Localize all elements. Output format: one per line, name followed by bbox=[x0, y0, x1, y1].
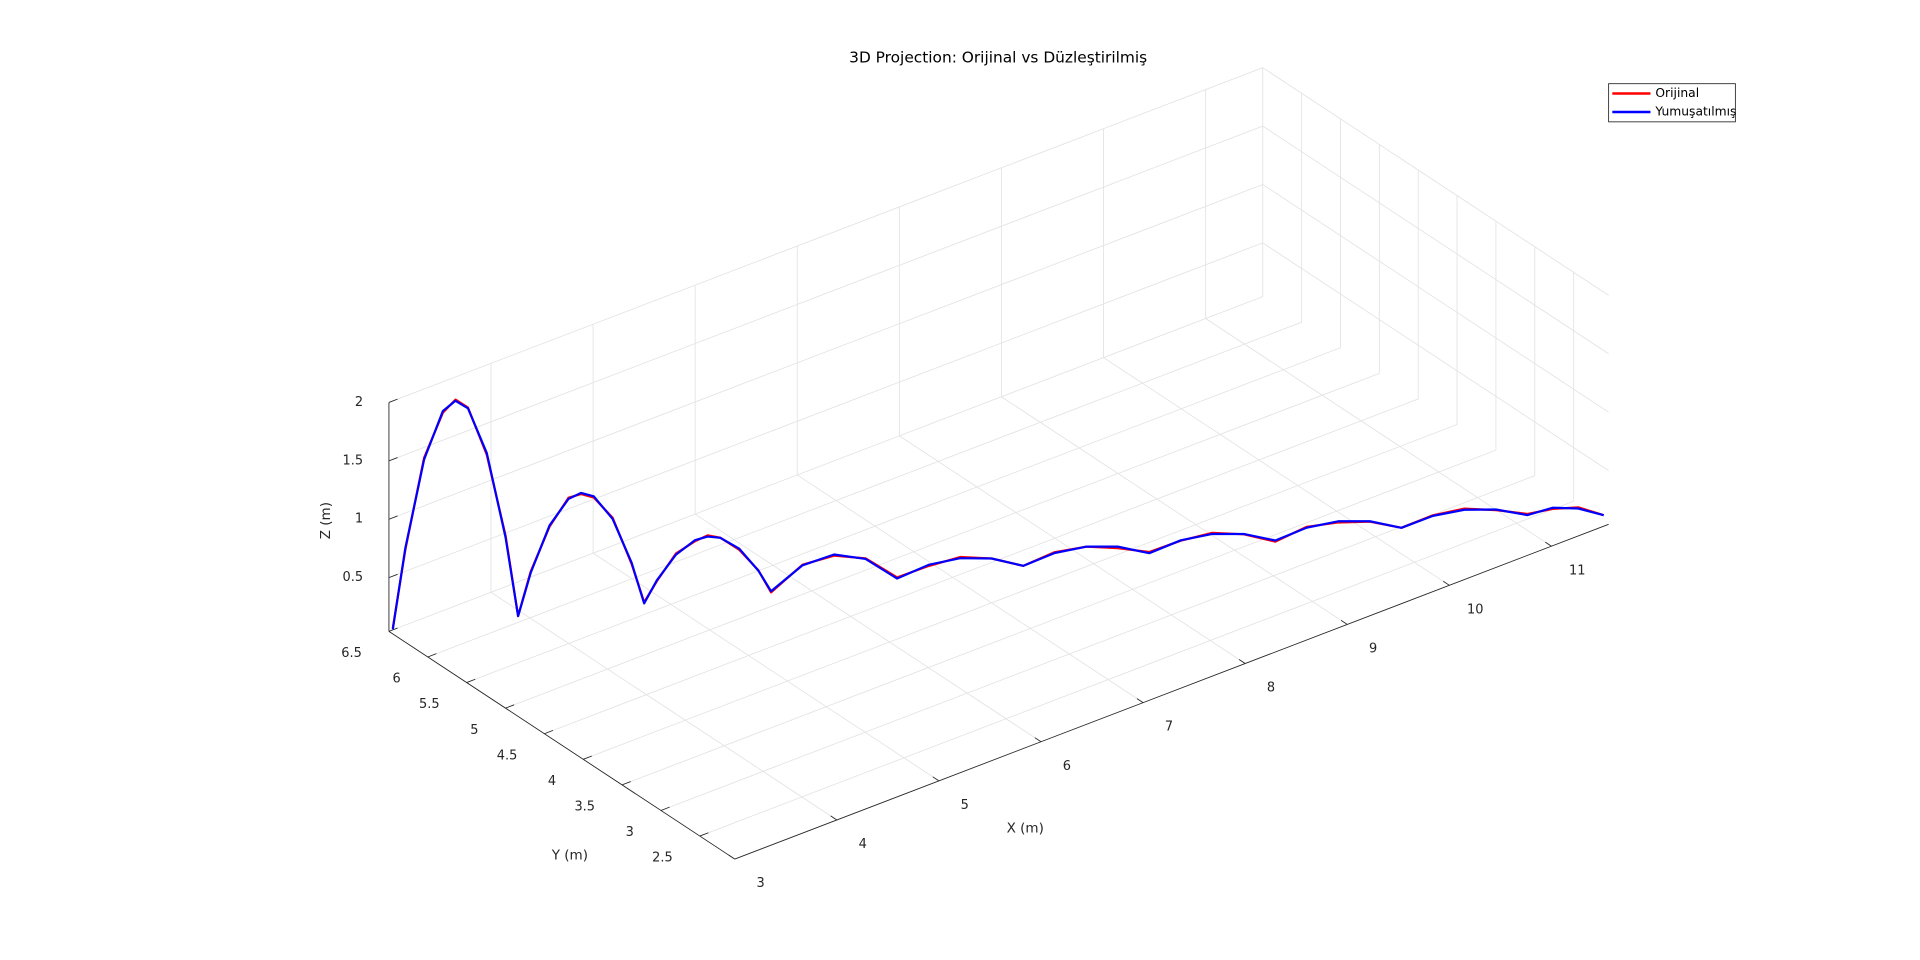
z-tick bbox=[388, 515, 398, 520]
grid-line bbox=[1262, 184, 1609, 413]
grid-line bbox=[388, 242, 1263, 579]
y-tick-label: 3 bbox=[626, 825, 634, 840]
data-line bbox=[391, 399, 1604, 630]
y-tick-label: 3.5 bbox=[574, 800, 595, 815]
y-tick-label: 4.5 bbox=[497, 748, 518, 763]
grid-line bbox=[388, 296, 1263, 632]
grid-line bbox=[1262, 67, 1609, 296]
x-tick bbox=[830, 815, 838, 821]
grid-line bbox=[1262, 242, 1609, 471]
grid-line bbox=[621, 449, 1497, 786]
grid-line bbox=[505, 372, 1380, 709]
grid-line bbox=[490, 591, 838, 821]
z-tick bbox=[388, 398, 398, 403]
grid-line bbox=[1205, 318, 1552, 547]
grid-line bbox=[694, 513, 1042, 743]
z-tick-label: 1.5 bbox=[343, 453, 364, 468]
grid-line bbox=[388, 125, 1263, 462]
y-tick bbox=[621, 781, 631, 786]
y-tick bbox=[427, 653, 437, 658]
grid-line bbox=[427, 321, 1302, 658]
y-tick-label: 6.5 bbox=[341, 646, 362, 661]
chart-title: 3D Projection: Orijinal vs Düzleştirilmi… bbox=[849, 48, 1147, 66]
y-tick-label: 4 bbox=[548, 774, 556, 789]
z-tick bbox=[388, 573, 398, 579]
y-tick-label: 2.5 bbox=[652, 851, 673, 866]
grid-line bbox=[660, 475, 1535, 811]
legend-box bbox=[1608, 83, 1736, 123]
grid-line bbox=[1103, 357, 1450, 586]
z-tick-label: 0.5 bbox=[343, 570, 364, 585]
grid-line bbox=[1262, 125, 1609, 355]
y-tick bbox=[466, 678, 476, 683]
y-tick bbox=[544, 729, 554, 735]
x-tick bbox=[1545, 541, 1552, 547]
x-tick-label: 6 bbox=[1063, 759, 1071, 774]
y-axis bbox=[388, 631, 736, 860]
x-tick-label: 9 bbox=[1369, 642, 1377, 657]
x-tick bbox=[1136, 698, 1144, 704]
grid-line bbox=[699, 500, 1574, 837]
z-tick-label: 2 bbox=[355, 395, 363, 410]
legend-label: Yumuşatılmış bbox=[1654, 105, 1736, 119]
y-tick bbox=[505, 704, 515, 709]
x-tick bbox=[1442, 580, 1450, 586]
grid-line bbox=[1001, 396, 1348, 625]
x-tick-label: 8 bbox=[1267, 681, 1275, 696]
x-tick-label: 3 bbox=[757, 876, 765, 891]
y-tick bbox=[699, 832, 709, 837]
x-tick-label: 5 bbox=[961, 798, 969, 813]
x-tick-label: 11 bbox=[1569, 563, 1585, 578]
x-tick bbox=[728, 854, 736, 860]
x-tick-label: 4 bbox=[859, 837, 867, 852]
y-tick-label: 6 bbox=[392, 672, 400, 687]
grid-line bbox=[466, 347, 1341, 683]
x-tick bbox=[1034, 737, 1042, 743]
x-tick bbox=[1238, 659, 1246, 664]
y-axis-label: Y (m) bbox=[551, 847, 588, 863]
z-tick bbox=[388, 457, 398, 462]
grid-line bbox=[544, 398, 1419, 735]
z-axis-label: Z (m) bbox=[318, 502, 334, 539]
x-axis-label: X (m) bbox=[1007, 820, 1044, 836]
grid-line bbox=[583, 424, 1458, 760]
y-tick bbox=[583, 755, 592, 760]
grid-line bbox=[388, 184, 1263, 520]
grid-line bbox=[797, 474, 1144, 704]
x-tick bbox=[1340, 620, 1348, 625]
x-tick bbox=[932, 776, 940, 782]
y-tick bbox=[388, 627, 398, 632]
legend: Orijinal Yumuşatılmış bbox=[1608, 83, 1736, 123]
x-axis bbox=[734, 523, 1609, 860]
z-tick-label: 1 bbox=[355, 512, 363, 527]
y-tick bbox=[660, 806, 670, 811]
legend-label: Orijinal bbox=[1655, 86, 1699, 100]
grid-line bbox=[388, 67, 1263, 403]
y-tick-label: 5 bbox=[470, 723, 478, 738]
x-tick-label: 7 bbox=[1165, 720, 1173, 735]
y-tick-label: 5.5 bbox=[419, 697, 440, 712]
x-tick-label: 10 bbox=[1467, 602, 1483, 617]
